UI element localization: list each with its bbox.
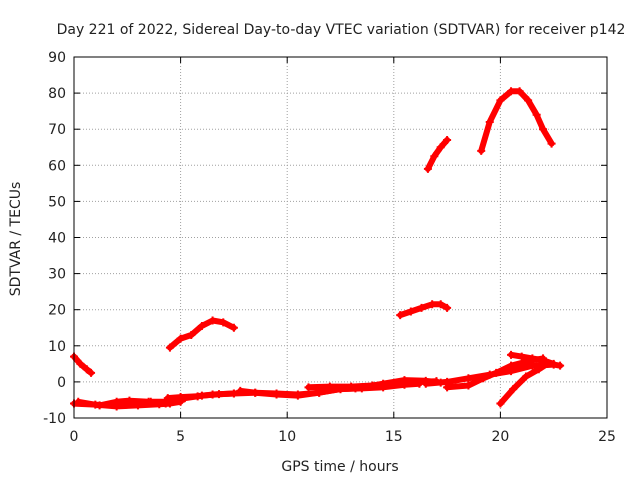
data-point [507, 361, 516, 370]
data-point [539, 125, 548, 134]
y-tick-label: 80 [48, 86, 66, 102]
x-tick-label: 20 [491, 429, 509, 445]
data-point [549, 359, 558, 368]
data-point [428, 300, 437, 309]
data-point [193, 392, 202, 401]
series-arc-1 [71, 353, 95, 376]
data-point [485, 117, 494, 126]
data-point [304, 383, 313, 392]
data-point [507, 87, 516, 96]
x-tick-label: 10 [278, 429, 296, 445]
data-point [496, 96, 505, 105]
data-point [197, 321, 206, 330]
data-point [521, 372, 530, 381]
data-point [443, 303, 452, 312]
x-tick-label: 0 [70, 429, 79, 445]
data-point [430, 152, 439, 161]
data-point [112, 397, 121, 406]
data-point [176, 334, 185, 343]
data-point [272, 390, 281, 399]
data-point [95, 401, 104, 410]
data-point [464, 381, 473, 390]
grid [74, 57, 607, 418]
data-point [534, 365, 543, 374]
y-tick-label: 30 [48, 267, 66, 283]
data-point [125, 396, 134, 405]
data-point [532, 110, 541, 119]
data-point [129, 399, 138, 408]
data-point [496, 399, 505, 408]
data-point [443, 383, 452, 392]
data-point [146, 397, 155, 406]
y-tick-label: 60 [48, 158, 66, 174]
y-tick-label: 10 [48, 339, 66, 355]
data-point [477, 146, 486, 155]
y-tick-label: 70 [48, 122, 66, 138]
y-axis-label: SDTVAR / TECUs [8, 182, 24, 297]
data-point [515, 87, 524, 96]
data-point [406, 307, 415, 316]
data-point [219, 318, 228, 327]
y-tick-label: -10 [43, 411, 66, 427]
data-point [396, 311, 405, 320]
data-point [436, 300, 445, 309]
x-axis-label: GPS time / hours [281, 459, 398, 475]
y-tick-label: 90 [48, 50, 66, 66]
data-point [479, 374, 488, 383]
x-tick-label: 15 [385, 429, 403, 445]
data-point [507, 350, 516, 359]
data-point [556, 361, 565, 370]
data-point [163, 394, 172, 403]
data-point [492, 368, 501, 377]
data-point [208, 390, 217, 399]
data-point [236, 386, 245, 395]
y-tick-label: 40 [48, 231, 66, 247]
data-point [417, 303, 426, 312]
data-point [251, 388, 260, 397]
data-point [379, 379, 388, 388]
data-point [347, 382, 356, 391]
chart-title: Day 221 of 2022, Sidereal Day-to-day VTE… [57, 22, 626, 38]
data-point [400, 376, 409, 385]
data-point [524, 96, 533, 105]
x-tick-label: 25 [598, 429, 616, 445]
data-point [76, 359, 85, 368]
data-point [176, 393, 185, 402]
data-point [547, 139, 556, 148]
data-point [443, 136, 452, 145]
data-point [357, 383, 366, 392]
data-point [87, 368, 96, 377]
data-point [464, 374, 473, 383]
y-tick-label: 0 [57, 375, 66, 391]
data-point [325, 382, 334, 391]
data-point [165, 343, 174, 352]
series-arc-15 [424, 137, 451, 172]
x-tick-label: 5 [176, 429, 185, 445]
data-point [436, 143, 445, 152]
data-point [509, 385, 518, 394]
data-point [229, 323, 238, 332]
data-point [82, 365, 91, 374]
data-point [423, 164, 432, 173]
data-series [70, 87, 565, 411]
y-tick-label: 50 [48, 194, 66, 210]
data-point [208, 316, 217, 325]
data-point [187, 330, 196, 339]
data-point [229, 389, 238, 398]
plot-frame [73, 56, 608, 419]
data-point [293, 391, 302, 400]
data-point [74, 397, 83, 406]
data-point [421, 379, 430, 388]
data-point [517, 352, 526, 361]
data-point [315, 388, 324, 397]
data-point [528, 354, 537, 363]
data-point [539, 356, 548, 365]
y-tick-label: 20 [48, 303, 66, 319]
